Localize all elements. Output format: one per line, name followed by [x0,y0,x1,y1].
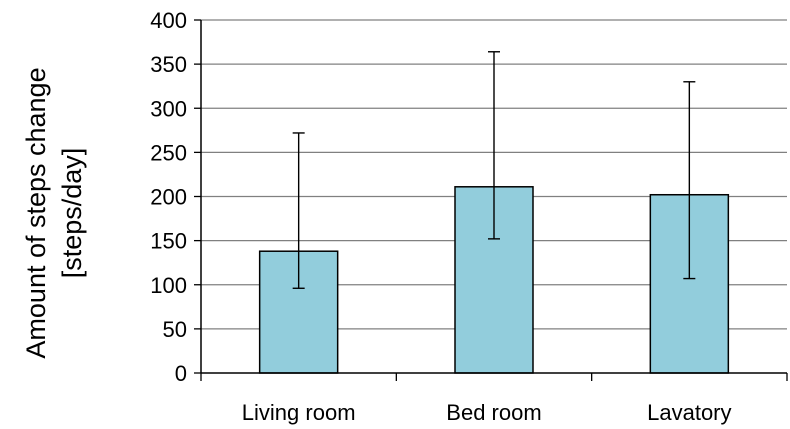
y-tick-label: 400 [150,8,187,33]
x-tick-labels: Living room Bed room Lavatory [242,400,732,425]
y-tick-label: 200 [150,185,187,210]
y-tick-label: 300 [150,96,187,121]
y-axis-title-line-2: [steps/day] [57,148,87,279]
error-bars [292,51,696,289]
y-axis-title: Amount of steps change [steps/day] [21,67,87,358]
y-tick-label: 350 [150,52,187,77]
x-tick-label: Living room [242,400,356,425]
axes [194,19,788,381]
y-tick-label: 100 [150,273,187,298]
y-tick-label: 150 [150,229,187,254]
x-tick-label: Bed room [446,400,541,425]
y-tick-label: 50 [163,317,187,342]
x-tick-label: Lavatory [647,400,731,425]
y-tick-label: 250 [150,140,187,165]
y-tick-labels: 0 50 100 150 200 250 300 350 400 [150,8,187,386]
y-axis-title-line-1: Amount of steps change [21,67,51,358]
y-tick-label: 0 [175,361,187,386]
